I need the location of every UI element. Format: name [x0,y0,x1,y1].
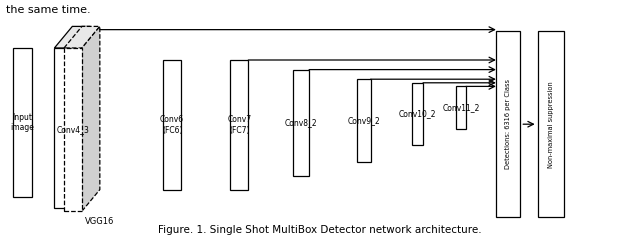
Polygon shape [64,26,100,48]
Bar [13,48,32,197]
Polygon shape [72,26,90,208]
Text: Conv8_2: Conv8_2 [285,119,317,127]
Text: Conv9_2: Conv9_2 [348,116,380,125]
Bar [230,60,248,190]
Text: Conv4_3: Conv4_3 [56,125,90,134]
Text: the same time.: the same time. [6,5,91,15]
Bar [357,79,371,162]
Bar [456,86,466,129]
Text: Detections: 6316 per Class: Detections: 6316 per Class [505,79,511,169]
Text: Conv6
(FC6): Conv6 (FC6) [160,115,184,134]
Text: VGG16: VGG16 [84,217,114,227]
Text: Figure. 1. Single Shot MultiBox Detector network architecture.: Figure. 1. Single Shot MultiBox Detector… [158,225,482,235]
Text: Conv7
(FC7): Conv7 (FC7) [227,115,252,134]
Bar [64,48,82,211]
Bar [496,31,520,217]
Bar [54,48,72,208]
Bar [163,60,181,190]
Text: Non-maximal suppression: Non-maximal suppression [548,81,554,168]
Polygon shape [54,26,90,48]
Text: Conv11_2: Conv11_2 [442,103,480,112]
Bar [538,31,564,217]
Polygon shape [82,26,100,211]
Bar [293,70,309,176]
Text: Conv10_2: Conv10_2 [399,109,436,119]
Text: Input
image: Input image [10,113,35,132]
Bar [412,83,423,145]
